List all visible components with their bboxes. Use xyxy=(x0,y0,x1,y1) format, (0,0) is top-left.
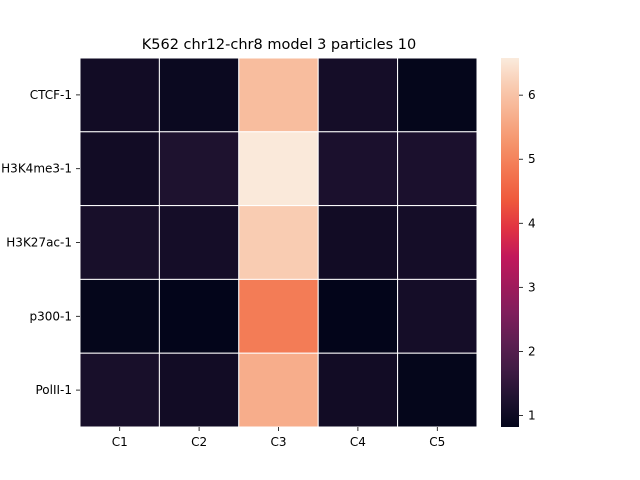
heatmap-cell xyxy=(397,131,478,207)
colorbar-tick-label: 2 xyxy=(528,344,536,358)
column-labels: C1 C2 C3 C4 C5 xyxy=(112,427,445,449)
heatmap-cell xyxy=(397,278,478,354)
heatmap-cell xyxy=(238,57,319,133)
colorbar-tick-label: 4 xyxy=(528,216,536,230)
colorbar-tick-label: 3 xyxy=(528,280,536,294)
row-tick-label: CTCF-1 xyxy=(30,88,72,102)
column-tick-label: C3 xyxy=(270,435,286,449)
heatmap-cell xyxy=(238,205,319,280)
heatmap-cell xyxy=(397,205,478,280)
chart-title: K562 chr12-chr8 model 3 particles 10 xyxy=(142,37,416,53)
heatmap-cell xyxy=(317,352,399,428)
heatmap-cell xyxy=(158,205,240,280)
heatmap-cell xyxy=(79,57,160,133)
heatmap-cell xyxy=(79,352,160,428)
heatmap-cell xyxy=(317,205,399,280)
row-tick-label: H3K4me3-1 xyxy=(1,162,72,176)
row-tick-label: p300-1 xyxy=(30,309,73,323)
heatmap-cell xyxy=(79,205,160,280)
column-tick-label: C5 xyxy=(429,435,445,449)
heatmap-cell xyxy=(158,352,240,428)
column-tick-label: C4 xyxy=(350,435,366,449)
heatmap-cells xyxy=(79,57,478,428)
heatmap-cell xyxy=(397,57,478,133)
heatmap-cell xyxy=(158,57,240,133)
row-tick-label: PolII-1 xyxy=(35,383,72,397)
colorbar-gradient xyxy=(501,58,519,427)
colorbar: 1 2 3 4 5 6 xyxy=(501,58,536,427)
heatmap-cell xyxy=(317,278,399,354)
row-labels: CTCF-1 H3K4me3-1 H3K27ac-1 p300-1 PolII-1 xyxy=(1,88,80,397)
heatmap-cell xyxy=(158,278,240,354)
colorbar-tick-label: 1 xyxy=(528,408,536,422)
heatmap-cell xyxy=(238,131,319,207)
heatmap-cell xyxy=(79,131,160,207)
heatmap-cell xyxy=(79,278,160,354)
heatmap-cell xyxy=(317,131,399,207)
heatmap-cell xyxy=(317,57,399,133)
column-tick-label: C2 xyxy=(191,435,207,449)
heatmap-cell xyxy=(397,352,478,428)
column-tick-label: C1 xyxy=(112,435,128,449)
heatmap-cell xyxy=(238,278,319,354)
row-tick-label: H3K27ac-1 xyxy=(6,236,72,250)
colorbar-tick-label: 6 xyxy=(528,88,536,102)
heatmap-cell xyxy=(238,352,319,428)
heatmap-cell xyxy=(158,131,240,207)
colorbar-tick-label: 5 xyxy=(528,152,536,166)
